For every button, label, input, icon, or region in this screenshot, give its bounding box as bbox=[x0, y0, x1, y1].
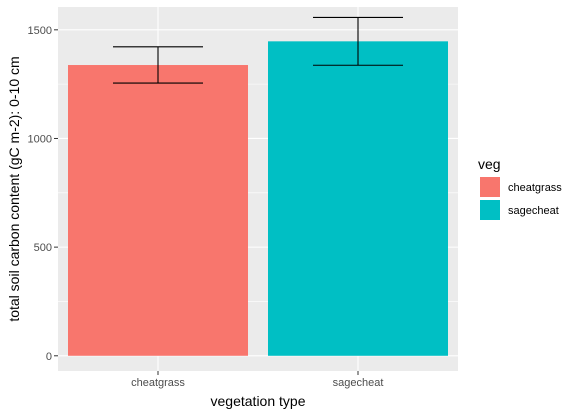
bar-cheatgrass bbox=[68, 65, 248, 356]
legend: veg cheatgrass sagecheat bbox=[478, 156, 562, 220]
bars bbox=[68, 41, 448, 356]
legend-title: veg bbox=[478, 156, 501, 172]
y-axis: 0 500 1000 1500 bbox=[28, 25, 58, 363]
x-axis-title: vegetation type bbox=[211, 393, 306, 409]
legend-label-sagecheat: sagecheat bbox=[508, 205, 559, 217]
y-tick-label: 1500 bbox=[28, 25, 52, 37]
legend-label-cheatgrass: cheatgrass bbox=[508, 182, 562, 194]
y-axis-title: total soil carbon content (gC m-2): 0-10… bbox=[6, 56, 22, 321]
x-tick-label: sagecheat bbox=[333, 377, 384, 389]
y-tick-label: 0 bbox=[46, 351, 52, 363]
legend-key-sagecheat bbox=[480, 200, 500, 220]
x-tick-label: cheatgrass bbox=[131, 377, 185, 389]
bar-sagecheat bbox=[268, 41, 448, 356]
y-tick-label: 500 bbox=[34, 242, 52, 254]
error-bars bbox=[113, 16, 403, 84]
legend-key-cheatgrass bbox=[480, 177, 500, 197]
y-tick-label: 1000 bbox=[28, 133, 52, 145]
x-axis: cheatgrass sagecheat bbox=[131, 371, 383, 389]
